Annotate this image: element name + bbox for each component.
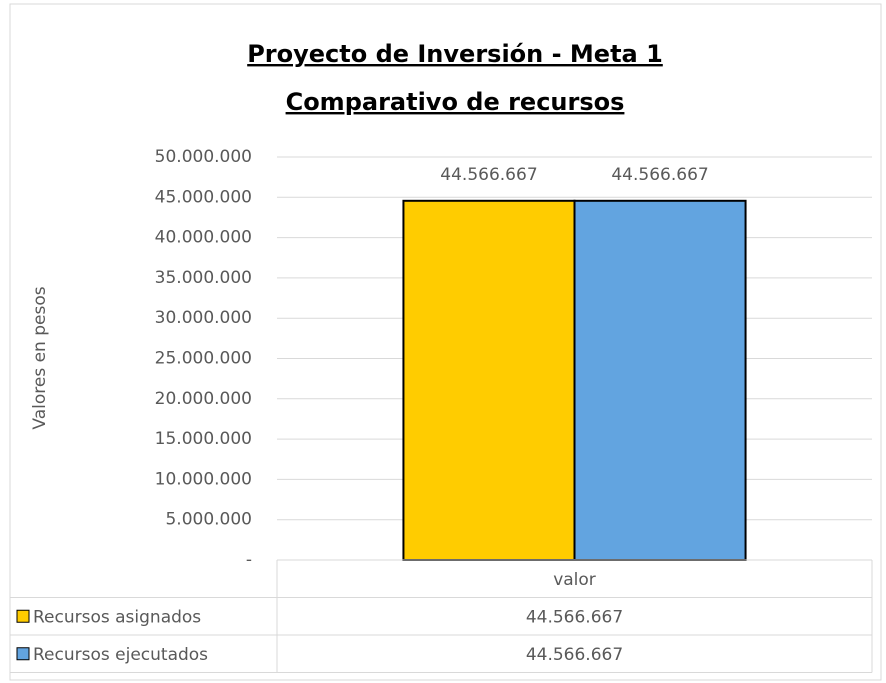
legend-label: Recursos asignados bbox=[33, 607, 201, 627]
y-tick-label: - bbox=[246, 550, 252, 570]
y-tick-label: 50.000.000 bbox=[155, 147, 252, 167]
data-label: 44.566.667 bbox=[611, 165, 708, 185]
y-tick-label: 5.000.000 bbox=[165, 510, 252, 530]
bar bbox=[573, 199, 747, 561]
table-value: 44.566.667 bbox=[526, 645, 623, 665]
y-tick-label: 30.000.000 bbox=[155, 308, 252, 328]
table-value: 44.566.667 bbox=[526, 607, 623, 627]
legend-key bbox=[16, 609, 30, 623]
legend-label: Recursos ejecutados bbox=[33, 645, 208, 665]
data-label: 44.566.667 bbox=[440, 165, 537, 185]
x-tick-label: valor bbox=[553, 570, 596, 590]
y-tick-label: 10.000.000 bbox=[155, 469, 252, 489]
y-tick-label: 35.000.000 bbox=[155, 268, 252, 288]
y-tick-label: 45.000.000 bbox=[155, 187, 252, 207]
y-tick-label: 25.000.000 bbox=[155, 349, 252, 369]
chart-title: Proyecto de Inversión - Meta 1 bbox=[247, 40, 663, 68]
y-tick-label: 40.000.000 bbox=[155, 228, 252, 248]
legend-key bbox=[16, 647, 30, 661]
y-tick-label: 20.000.000 bbox=[155, 389, 252, 409]
chart-subtitle: Comparativo de recursos bbox=[286, 88, 625, 116]
y-axis-label: Valores en pesos bbox=[30, 286, 50, 429]
y-tick-label: 15.000.000 bbox=[155, 429, 252, 449]
bar bbox=[402, 199, 576, 561]
